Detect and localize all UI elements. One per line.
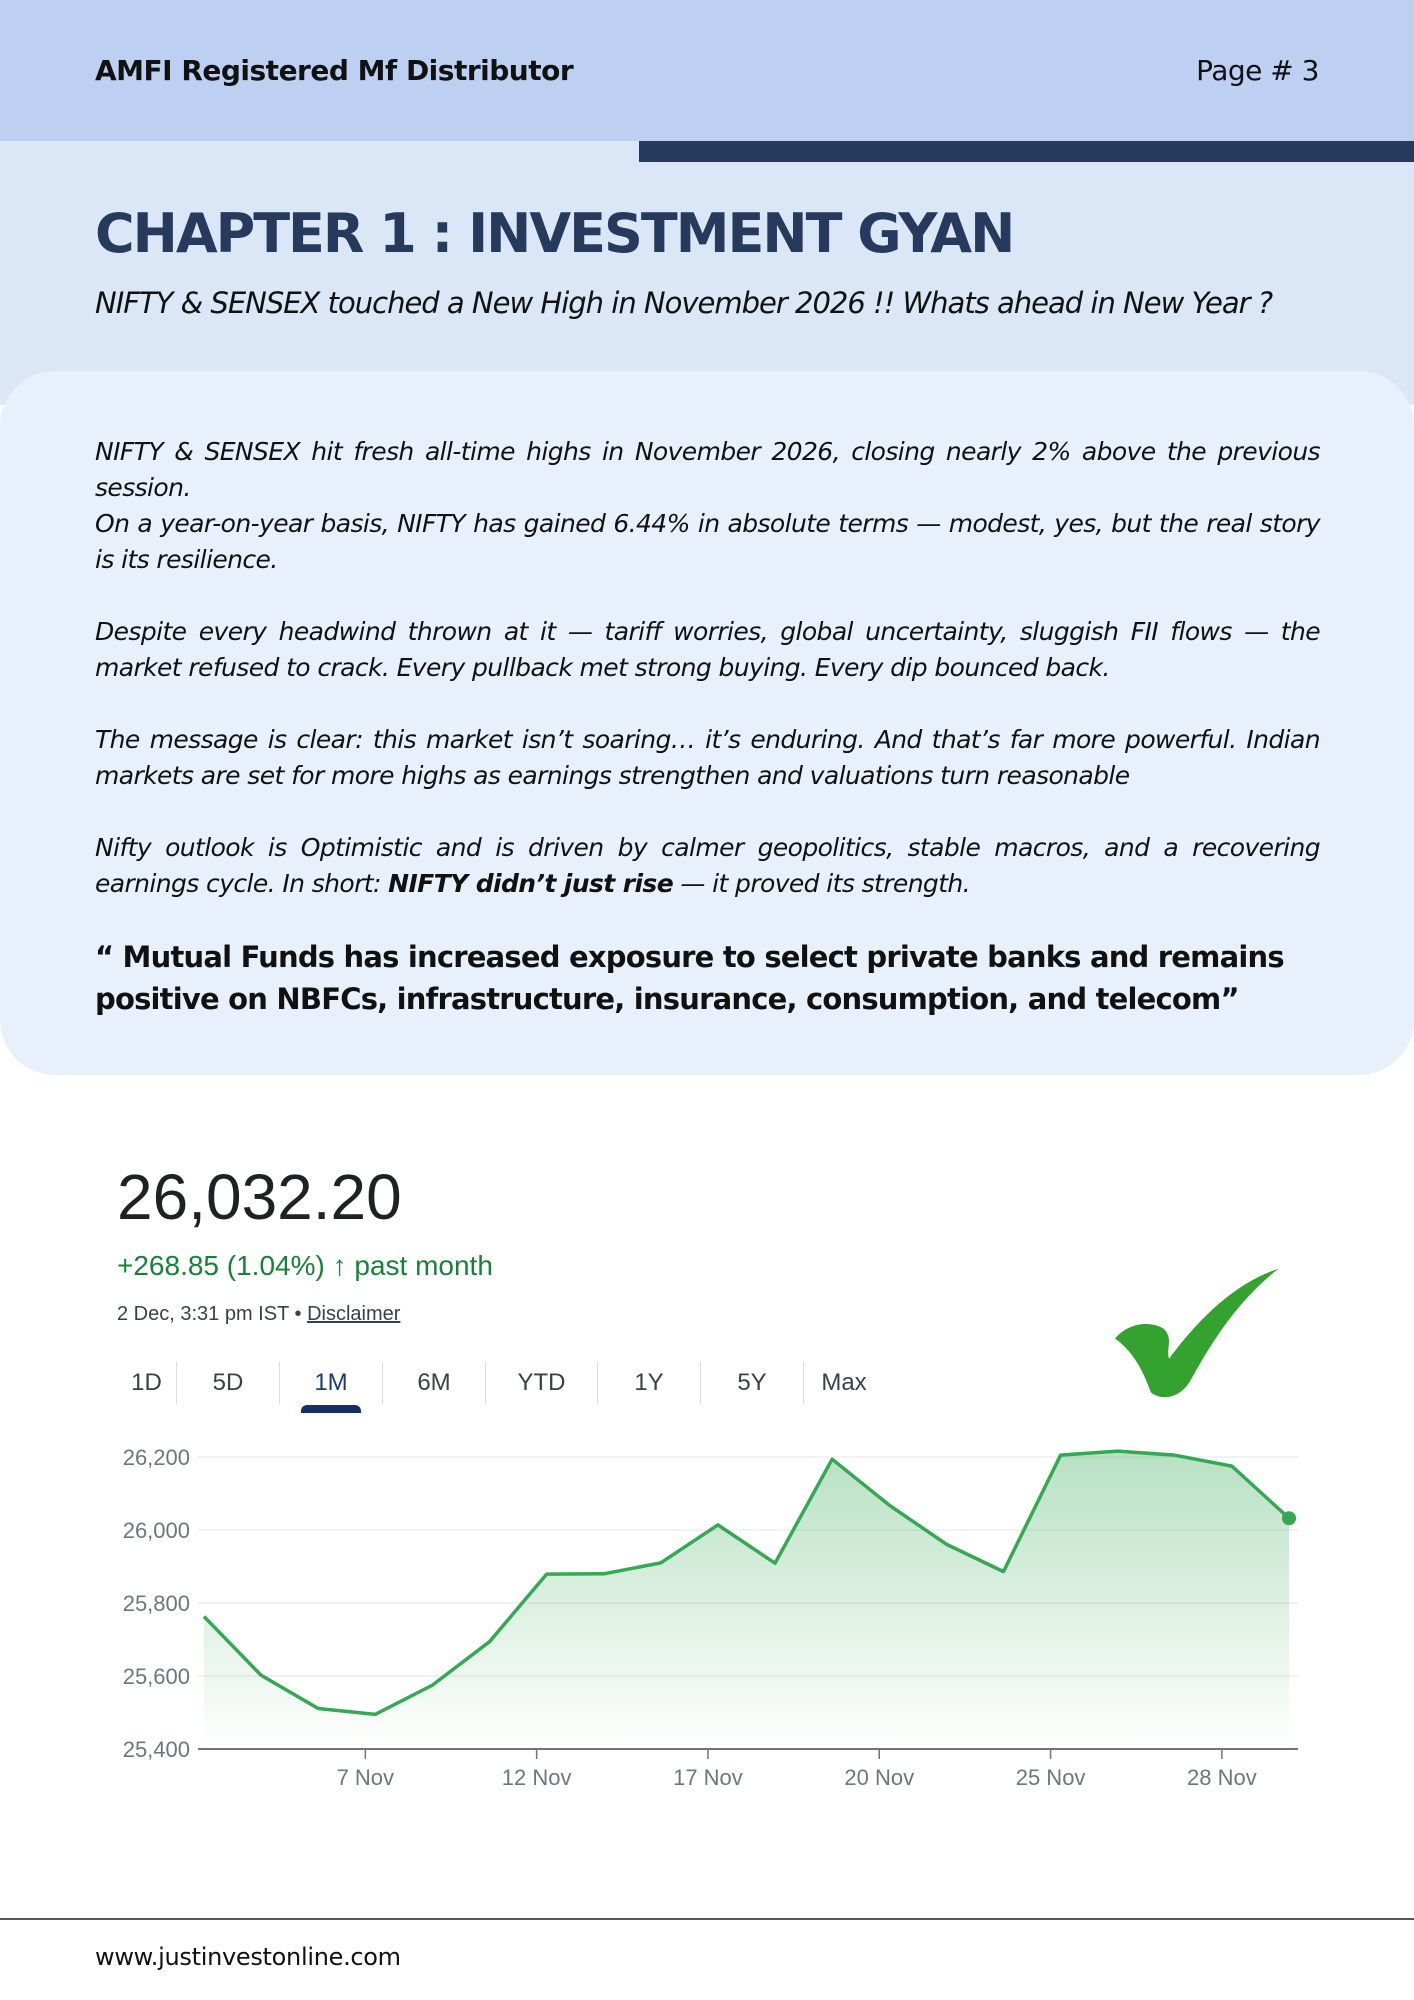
article-body: NIFTY & SENSEX hit fresh all-time highs … [95,434,1321,938]
text: Nifty outlook is Optimistic and is drive… [95,833,1321,898]
price-chart: 26,200 26,000 25,800 25,600 25,400 7 Nov 12 No… [123,1445,1298,1790]
x-tick-label: 25 Nov [1016,1765,1086,1790]
x-tick-label: 17 Nov [673,1765,743,1790]
emphasis: NIFTY didn’t just rise [388,869,674,898]
tab-max[interactable]: Max [821,1369,867,1396]
article-card [0,371,1414,1075]
index-price: 26,032.20 [117,1161,402,1233]
last-point-marker [1282,1511,1296,1526]
y-tick-label: 25,400 [123,1737,190,1762]
accent-bar [639,141,1414,162]
footer-divider [0,1918,1414,1920]
tab-5d[interactable]: 5D [177,1362,280,1404]
paragraph: Nifty outlook is Optimistic and is drive… [95,830,1321,902]
chapter-band [0,141,1414,405]
series-line [202,1449,1291,1717]
area-fill [204,1451,1289,1749]
tab-ytd[interactable]: YTD [486,1362,598,1404]
y-tick-label: 26,000 [123,1518,190,1543]
page-header: AMFI Registered Mf Distributor Page # 3 [0,0,1414,141]
y-tick-label: 25,600 [123,1664,190,1689]
change-value: +268.85 (1.04%) [117,1250,325,1281]
website-link[interactable]: www.justinvestonline.com [95,1943,401,1971]
tab-1y[interactable]: 1Y [598,1362,701,1404]
page-number: Page # 3 [1196,54,1319,87]
x-tick-label: 20 Nov [844,1765,914,1790]
tab-1d[interactable]: 1D [117,1362,177,1404]
y-tick-label: 25,800 [123,1591,190,1616]
paragraph: NIFTY & SENSEX hit fresh all-time highs … [95,437,1321,502]
chapter-title: CHAPTER 1 : INVESTMENT GYAN [95,202,1015,265]
tab-5y[interactable]: 5Y [701,1362,804,1404]
distributor-label: AMFI Registered Mf Distributor [95,54,574,87]
paragraph: The message is clear: this market isn’t … [95,725,1321,790]
tab-6m[interactable]: 6M [383,1362,486,1404]
timestamp-text: 2 Dec, 3:31 pm IST • [117,1303,308,1325]
x-tick-label: 7 Nov [337,1765,394,1790]
pull-quote: “ Mutual Funds has increased exposure to… [95,940,1285,1016]
y-tick-label: 26,200 [123,1445,190,1470]
price-change: +268.85 (1.04%) ↑ past month [117,1250,493,1282]
text: — it proved its strength. [673,869,970,898]
arrow-up-icon: ↑ [332,1250,347,1281]
change-period: past month [354,1250,493,1281]
range-tabs: 1D 5D 1M 6M YTD 1Y 5Y Max [117,1362,884,1404]
green-checkmark-icon [1115,1268,1279,1398]
x-tick-label: 28 Nov [1187,1765,1257,1790]
tab-1m[interactable]: 1M [280,1362,383,1404]
paragraph: Despite every headwind thrown at it — ta… [95,617,1321,682]
x-tick-label: 12 Nov [502,1765,572,1790]
chapter-subtitle: NIFTY & SENSEX touched a New High in Nov… [95,286,1273,320]
disclaimer-link[interactable]: Disclaimer [307,1303,401,1325]
paragraph: On a year-on-year basis, NIFTY has gaine… [95,509,1321,574]
timestamp: 2 Dec, 3:31 pm IST • Disclaimer [117,1303,400,1326]
